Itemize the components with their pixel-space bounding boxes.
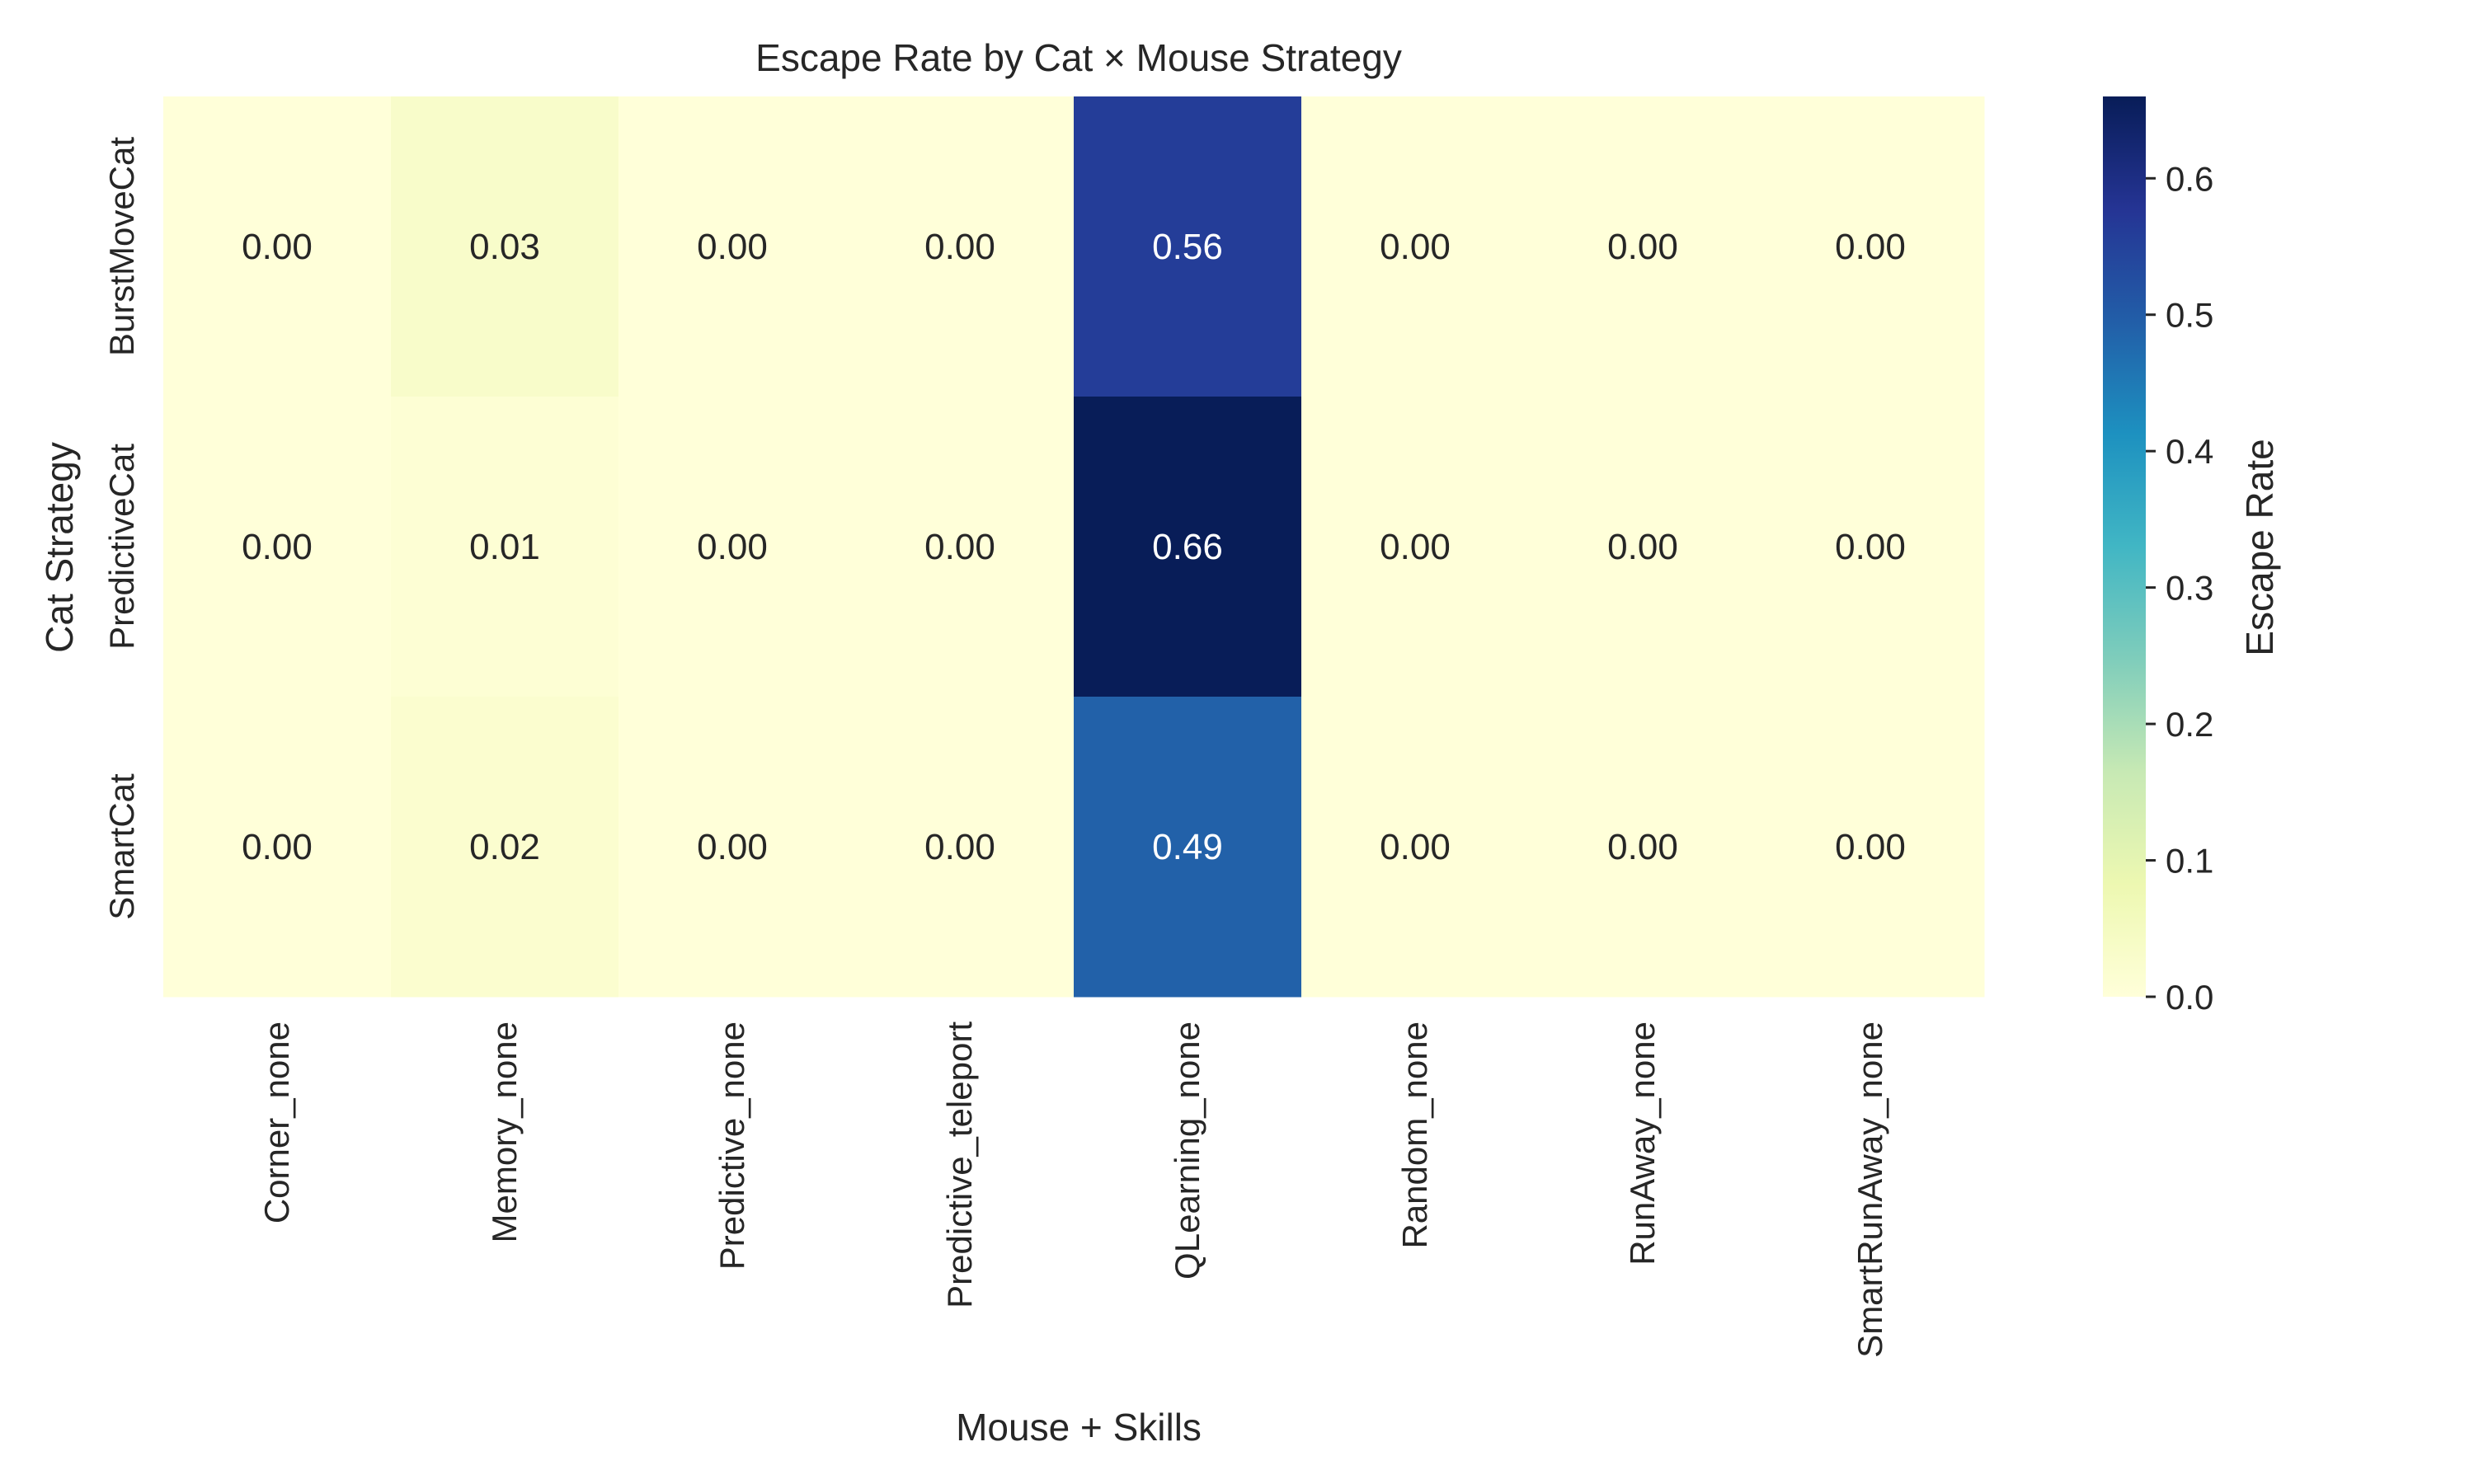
y-tick-label: PredictiveCat [102,444,141,650]
cell-value-label: 0.00 [697,227,768,267]
heatmap-cell-predictivecat-random-none [1301,397,1530,697]
cell-value-label: 0.00 [1380,227,1451,267]
cell-value-label: 0.00 [242,227,313,267]
cell-value-label: 0.00 [1607,227,1678,267]
cell-value-label: 0.56 [1152,227,1223,267]
heatmap-cell-labels: 0.00 0.03 0.00 0.00 0.56 0.00 0.00 0.00 0.00 0.01… [242,227,1906,867]
x-tick-label: Memory_none [485,1021,524,1242]
heatmap-cell-smartcat-qlearning-none [1074,697,1302,998]
heatmap-cell-predictivecat-smartrunaway-none [1757,397,1985,697]
heatmap-cell-burstmovecat-smartrunaway-none [1757,96,1985,397]
heatmap-cell-smartcat-runaway-none [1529,697,1757,998]
cell-value-label: 0.01 [469,527,540,567]
x-tick-label: RunAway_none [1623,1021,1662,1266]
heatmap-cell-predictivecat-runaway-none [1529,397,1757,697]
x-axis-label: Mouse + Skills [956,1406,1202,1449]
cell-value-label: 0.00 [242,827,313,867]
heatmap-cell-burstmovecat-memory-none [391,96,619,397]
cell-value-label: 0.02 [469,827,540,867]
heatmap-cell-burstmovecat-predictive-none [618,96,847,397]
heatmap-cell-predictivecat-predictive-teleport [846,397,1075,697]
heatmap-cell-predictivecat-predictive-none [618,397,847,697]
cell-value-label: 0.66 [1152,527,1223,567]
heatmap-cell-smartcat-corner-none [163,697,392,998]
cell-value-label: 0.00 [924,227,995,267]
x-tick-label: Predictive_none [713,1021,751,1270]
y-tick-label: BurstMoveCat [102,137,141,356]
colorbar-ticks: 0.0 0.1 0.2 0.3 0.4 0.5 0.6 [2146,159,2213,1017]
cell-value-label: 0.00 [1380,527,1451,567]
colorbar-tick-label: 0.5 [2166,296,2213,335]
heatmap-cell-smartcat-predictive-none [618,697,847,998]
colorbar-tick-label: 0.3 [2166,569,2213,608]
colorbar-tick-label: 0.4 [2166,432,2213,471]
cell-value-label: 0.00 [697,527,768,567]
x-tick-label: Predictive_teleport [940,1021,979,1308]
heatmap-cell-smartcat-random-none [1301,697,1530,998]
cell-value-label: 0.00 [1380,827,1451,867]
cell-value-label: 0.00 [1835,827,1906,867]
heatmap-cell-predictivecat-qlearning-none [1074,397,1302,697]
cell-value-label: 0.00 [1835,527,1906,567]
chart-title: Escape Rate by Cat × Mouse Strategy [755,36,1402,79]
heatmap-cell-predictivecat-memory-none [391,397,619,697]
colorbar-tick-label: 0.0 [2166,978,2213,1017]
heatmap-cells [163,96,1985,998]
heatmap-cell-predictivecat-corner-none [163,397,392,697]
cell-value-label: 0.00 [1607,527,1678,567]
colorbar-tick-label: 0.6 [2166,159,2213,198]
x-tick-label: Random_none [1395,1021,1434,1249]
cell-value-label: 0.00 [1835,227,1906,267]
y-tick-labels: BurstMoveCat PredictiveCat SmartCat [102,137,141,920]
heatmap-cell-burstmovecat-random-none [1301,96,1530,397]
cell-value-label: 0.00 [924,527,995,567]
heatmap-cell-burstmovecat-corner-none [163,96,392,397]
cell-value-label: 0.00 [242,527,313,567]
colorbar-label: Escape Rate [2238,439,2281,655]
heatmap-cell-burstmovecat-runaway-none [1529,96,1757,397]
y-tick-label: SmartCat [102,773,141,920]
cell-value-label: 0.00 [697,827,768,867]
heatmap-cell-smartcat-memory-none [391,697,619,998]
cell-value-label: 0.03 [469,227,540,267]
x-tick-label: QLearning_none [1168,1021,1206,1280]
cell-value-label: 0.00 [924,827,995,867]
cell-value-label: 0.49 [1152,827,1223,867]
y-axis-label: Cat Strategy [38,442,81,653]
x-tick-labels: Corner_none Memory_none Predictive_none Pre… [257,1021,1889,1358]
colorbar-tick-label: 0.2 [2166,705,2213,744]
x-tick-label: Corner_none [257,1021,296,1223]
colorbar-tick-label: 0.1 [2166,842,2213,881]
cell-value-label: 0.00 [1607,827,1678,867]
x-tick-label: SmartRunAway_none [1851,1021,1889,1358]
heatmap-cell-burstmovecat-predictive-teleport [846,96,1075,397]
heatmap-cell-smartcat-predictive-teleport [846,697,1075,998]
heatmap-cell-smartcat-smartrunaway-none [1757,697,1985,998]
colorbar [2103,96,2146,997]
heatmap-cell-burstmovecat-qlearning-none [1074,96,1302,397]
